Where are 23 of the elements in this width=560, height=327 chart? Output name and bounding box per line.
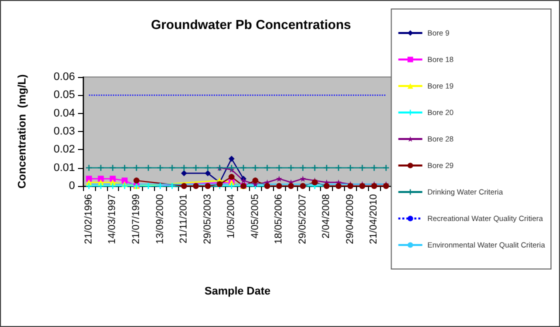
x-tick-label: 18/05/2006: [274, 194, 285, 244]
y-tick-label: 0.06: [54, 71, 75, 83]
x-tick-label: 21/02/1996: [83, 194, 94, 244]
chart-title: Groundwater Pb Concentrations: [150, 17, 352, 32]
x-tick-label: 29/05/2007: [297, 194, 308, 244]
y-tick-label: 0.05: [54, 89, 75, 102]
x-tick-label: 2/04/2008: [321, 194, 332, 238]
x-tick-label: 21/07/1999: [130, 194, 142, 244]
y-tick-label: 0.01: [54, 162, 75, 174]
y-axis-title: Concentration (mg/L): [16, 74, 28, 189]
x-tick-label: 14/03/1997: [107, 194, 118, 244]
x-tick-label: 4/05/2005: [250, 194, 261, 238]
y-tick-label: 0.02: [54, 144, 75, 156]
x-axis-title: Sample Date: [204, 286, 271, 298]
y-tick-label: 0: [68, 180, 75, 192]
x-tick-label: 29/04/2009: [344, 194, 356, 244]
x-tick-label: 21/11/2001: [178, 194, 190, 244]
x-tick-label: 29/05/2003: [202, 194, 214, 244]
x-tick-label: 21/04/2010: [368, 194, 380, 244]
x-tick-label: 1/05/2004: [226, 194, 238, 238]
y-tick-label: 0.03: [54, 126, 75, 138]
y-tick-label: 0.04: [54, 107, 75, 120]
x-tick-label: 13/09/2000: [154, 194, 166, 244]
